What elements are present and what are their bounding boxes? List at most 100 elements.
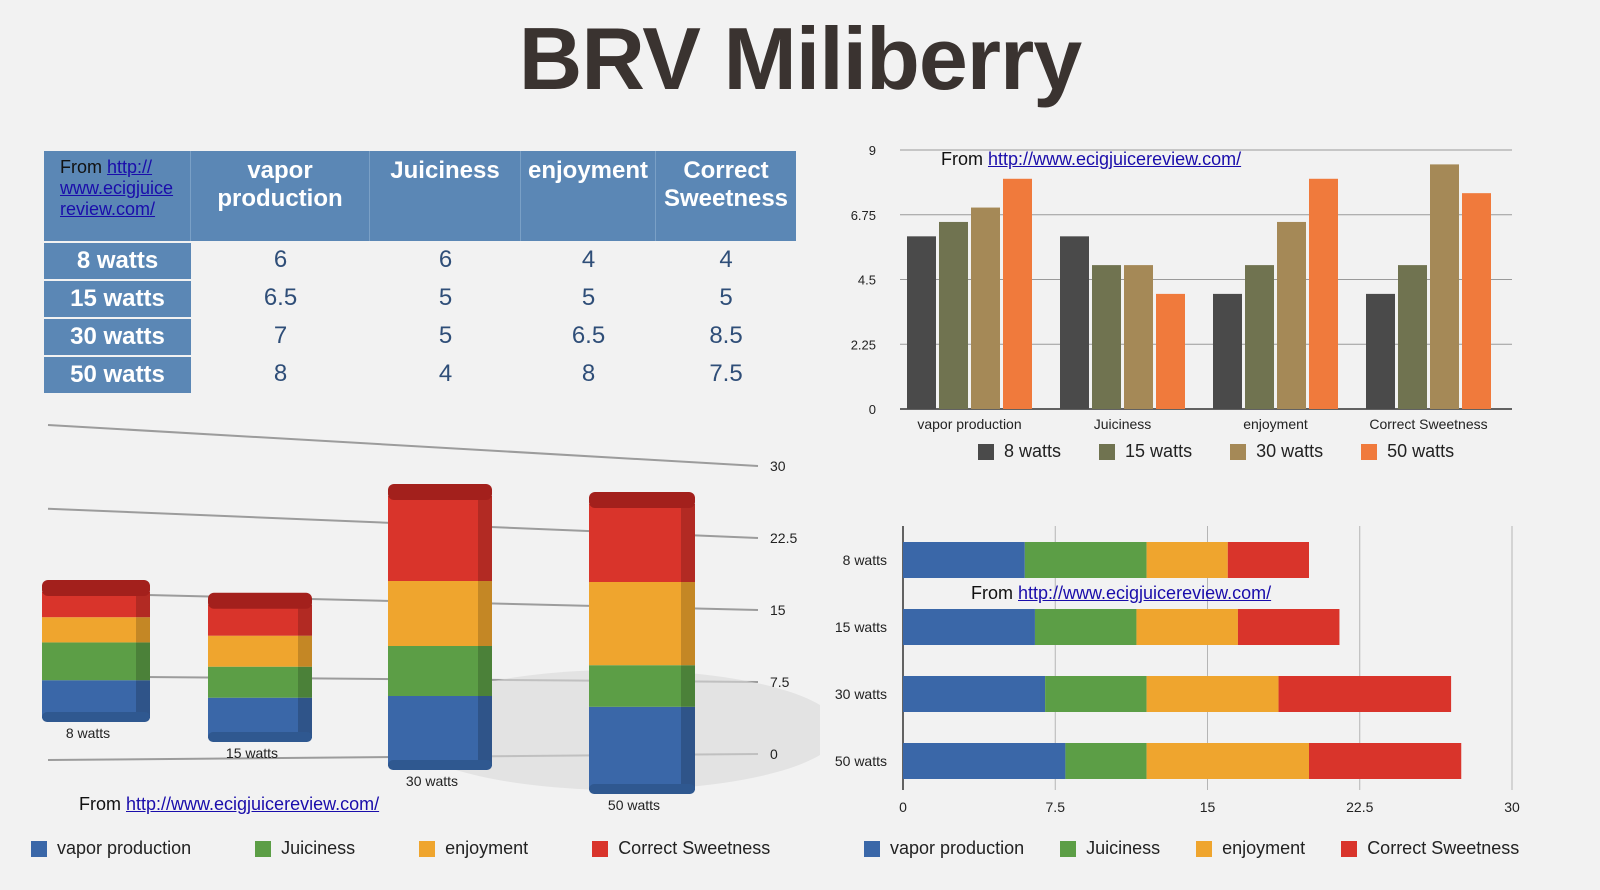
x-tick-label: 8 watts xyxy=(66,725,110,741)
table-cell: 4 xyxy=(719,246,733,273)
legend-swatch-vapor xyxy=(31,840,47,857)
legend-swatch-8-watts xyxy=(978,443,994,460)
chart3-legend: vapor production Juiciness enjoyment Cor… xyxy=(864,838,1519,859)
y-tick-label: 8 watts xyxy=(843,552,887,568)
stack-segment-side-30-watts xyxy=(478,581,492,646)
stack-segment-side-50-watts xyxy=(681,665,695,707)
stack-segment-correct-sweetness-8-watts xyxy=(42,592,150,618)
stack-segment-side-50-watts xyxy=(681,504,695,582)
hbar-vapor-production-15-watts xyxy=(903,609,1035,645)
x-tick-label: enjoyment xyxy=(1243,416,1308,432)
stacked-horizontal-bar-chart: 0 7.5 15 22.5 30 8 watts 15 watts 30 watts 50 wa… xyxy=(835,526,1520,815)
bar-30-watts-vapor-production xyxy=(971,207,1000,409)
hbar-juiciness-8-watts xyxy=(1024,542,1147,578)
chart2-source-note: From http://www.ecigjuicereview.com/ xyxy=(79,794,380,814)
hbar-enjoyment-15-watts xyxy=(1136,609,1238,645)
y-tick-label: 0 xyxy=(770,746,778,762)
x-tick-label: 7.5 xyxy=(1046,799,1066,815)
table-row: 15 watts 6.5 5 5 5 xyxy=(44,279,796,317)
stacked-3d-column-chart: 0 7.5 15 22.5 30 8 watts 15 watts 30 watts 50 wa… xyxy=(42,424,820,813)
chart1-source-link[interactable]: http://www.ecigjuicereview.com/ xyxy=(988,149,1242,169)
stack-segment-enjoyment-8-watts xyxy=(42,617,150,643)
legend-swatch-vapor xyxy=(864,840,880,857)
page-title: BRV Miliberry xyxy=(518,9,1082,108)
legend-item-enjoyment: enjoyment xyxy=(419,838,528,859)
stack-segment-vapor-production-15-watts xyxy=(208,697,312,738)
table-source-link-3[interactable]: review.com/ xyxy=(60,199,156,219)
stack-segment-juiciness-50-watts xyxy=(589,665,695,707)
table-cell: 7.5 xyxy=(709,360,743,387)
scores-table: From http:// www.ecigjuice review.com/ v… xyxy=(44,151,796,393)
stack-segment-side-50-watts xyxy=(681,582,695,666)
stack-segment-correct-sweetness-30-watts xyxy=(388,496,492,581)
y-tick-label: 22.5 xyxy=(770,530,797,546)
table-row: 50 watts 8 4 8 7.5 xyxy=(44,355,796,393)
x-tick-label: 22.5 xyxy=(1346,799,1373,815)
column-top-30-watts xyxy=(388,484,492,500)
hbar-juiciness-50-watts xyxy=(1065,743,1147,779)
stack-segment-side-30-watts xyxy=(478,496,492,581)
table-cell: 4 xyxy=(438,360,453,387)
chart2-source-link[interactable]: http://www.ecigjuicereview.com/ xyxy=(126,794,380,814)
stack-segment-side-30-watts xyxy=(478,696,492,766)
hbar-enjoyment-30-watts xyxy=(1146,676,1279,712)
bar-15-watts-correct-sweetness xyxy=(1398,265,1427,409)
row-label: 15 watts xyxy=(44,279,191,317)
x-tick-label: 15 watts xyxy=(226,745,278,761)
hbar-vapor-production-50-watts xyxy=(903,743,1066,779)
x-tick-label: 30 xyxy=(1504,799,1520,815)
stack-segment-correct-sweetness-50-watts xyxy=(589,504,695,582)
legend-swatch-30-watts xyxy=(1230,443,1247,460)
x-tick-label: 15 xyxy=(1200,799,1216,815)
stack-segment-side-15-watts xyxy=(298,604,312,636)
column-base-50-watts xyxy=(589,784,695,794)
bar-30-watts-correct-sweetness xyxy=(1430,164,1459,409)
hbar-juiciness-30-watts xyxy=(1045,676,1147,712)
table-source-link-1[interactable]: http:// xyxy=(107,157,153,177)
y-tick-label: 30 watts xyxy=(835,686,887,702)
column-header-juiciness: Juiciness xyxy=(370,151,521,241)
bar-30-watts-juiciness xyxy=(1124,265,1153,409)
table-row: 8 watts 6 6 4 4 xyxy=(44,241,796,279)
row-label: 50 watts xyxy=(44,355,191,393)
legend-item-8-watts: 8 watts xyxy=(978,441,1061,462)
y-tick-label: 50 watts xyxy=(835,753,887,769)
stack-segment-juiciness-30-watts xyxy=(388,646,492,696)
column-top-15-watts xyxy=(208,592,312,609)
legend-item-15-watts: 15 watts xyxy=(1099,441,1192,462)
legend-swatch-enjoyment xyxy=(1196,840,1213,857)
hbar-correct-sweetness-30-watts xyxy=(1278,676,1452,712)
chart1-source-note: From http://www.ecigjuicereview.com/ xyxy=(941,149,1242,169)
x-tick-label: 30 watts xyxy=(406,773,458,789)
table-cell: 7 xyxy=(273,322,288,349)
chart3-source-link[interactable]: http://www.ecigjuicereview.com/ xyxy=(1018,583,1272,603)
legend-item-vapor: vapor production xyxy=(31,838,191,859)
stack-segment-enjoyment-50-watts xyxy=(589,582,695,666)
hbar-correct-sweetness-15-watts xyxy=(1237,609,1340,645)
table-cell: 8.5 xyxy=(709,322,743,349)
bar-15-watts-juiciness xyxy=(1092,265,1121,409)
stack-segment-side-8-watts xyxy=(136,617,150,643)
table-row: 30 watts 7 5 6.5 8.5 xyxy=(44,317,796,355)
stack-segment-side-30-watts xyxy=(478,646,492,696)
row-label: 8 watts xyxy=(44,241,191,279)
legend-swatch-juiciness xyxy=(255,840,272,857)
gridline xyxy=(47,424,759,467)
bar-8-watts-enjoyment xyxy=(1213,293,1242,409)
legend-item-juiciness: Juiciness xyxy=(1060,838,1160,859)
legend-item-30-watts: 30 watts xyxy=(1230,441,1323,462)
chart2-legend: vapor production Juiciness enjoyment Cor… xyxy=(31,838,770,859)
y-tick-label: 4.5 xyxy=(858,273,876,288)
table-source-link-2[interactable]: www.ecigjuice xyxy=(60,178,174,198)
table-source-cell: From http:// www.ecigjuice review.com/ xyxy=(44,151,191,241)
chart3-source-note: From http://www.ecigjuicereview.com/ xyxy=(971,583,1272,603)
bar-15-watts-vapor-production xyxy=(939,221,968,409)
column-base-30-watts xyxy=(388,760,492,770)
legend-item-vapor: vapor production xyxy=(864,838,1024,859)
stack-segment-vapor-production-30-watts xyxy=(388,696,492,766)
legend-item-sweetness: Correct Sweetness xyxy=(592,838,770,859)
y-tick-label: 15 xyxy=(770,602,786,618)
hbar-correct-sweetness-8-watts xyxy=(1227,542,1309,578)
stack-segment-correct-sweetness-15-watts xyxy=(208,604,312,636)
stack-segment-side-8-watts xyxy=(136,592,150,618)
